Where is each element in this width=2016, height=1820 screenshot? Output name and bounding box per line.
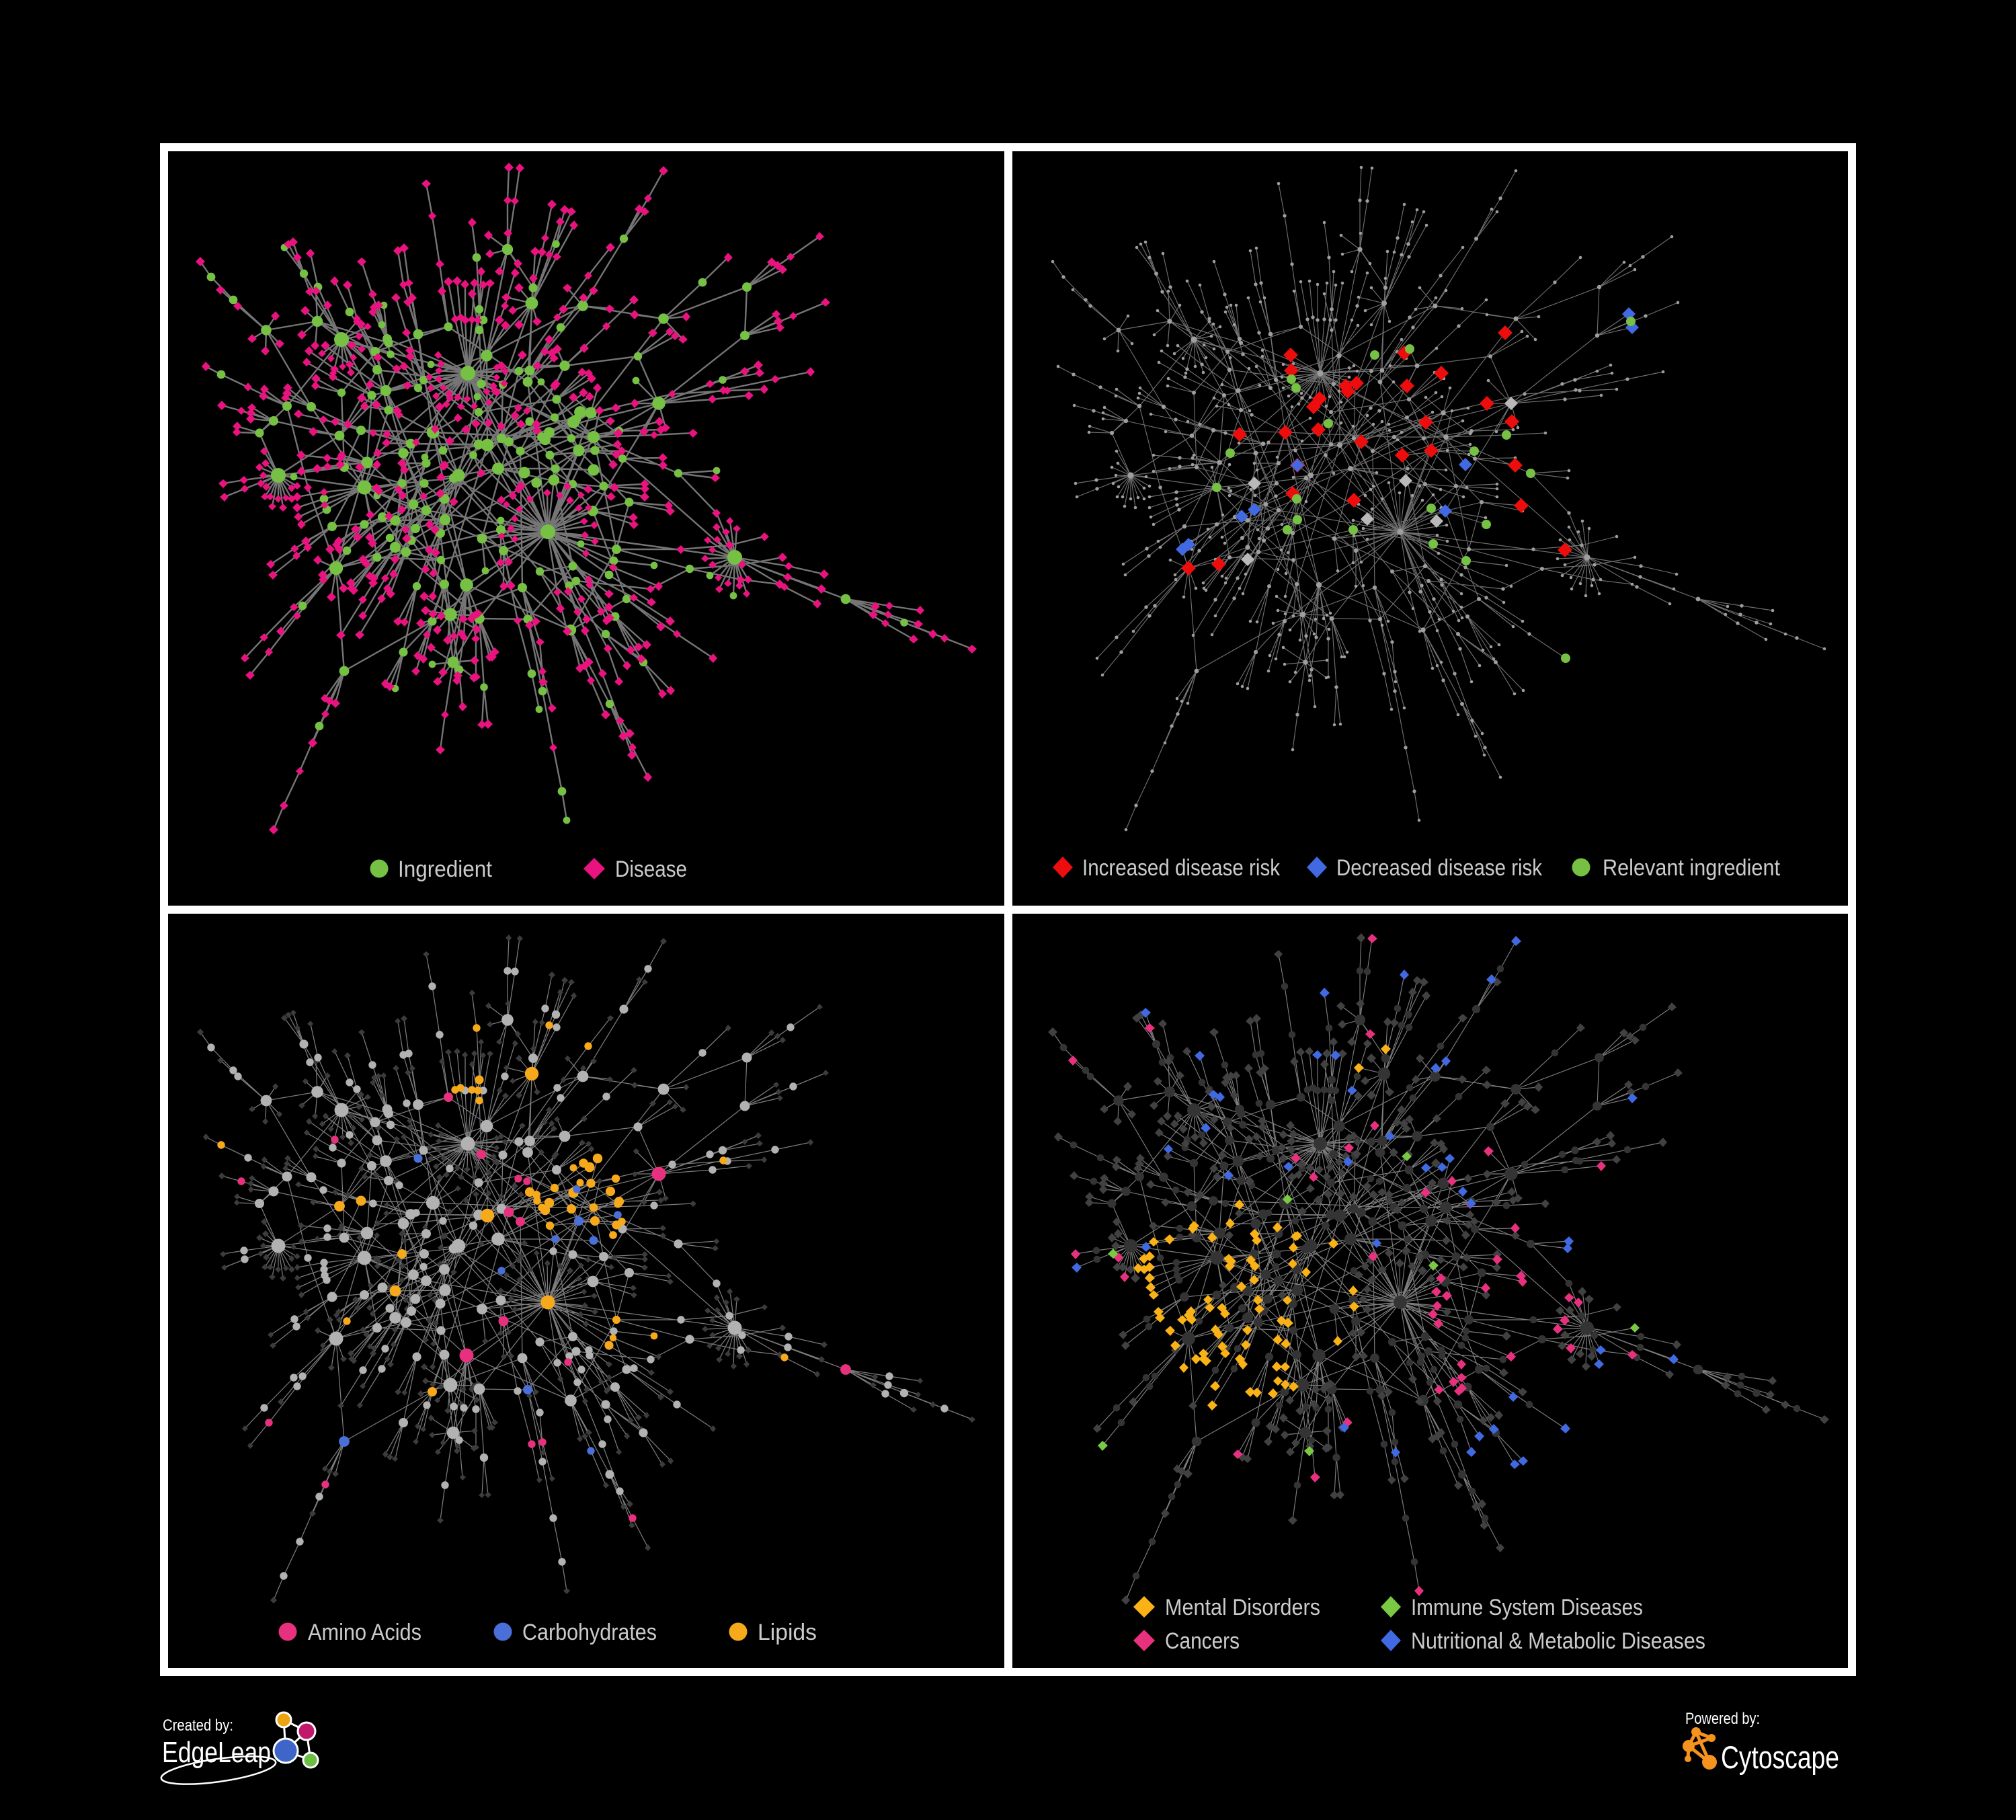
svg-text:Nutritional & Metabolic Diseas: Nutritional & Metabolic Diseases	[1411, 1628, 1705, 1654]
svg-text:Powered by:: Powered by:	[1685, 1710, 1760, 1728]
svg-text:Relevant ingredient: Relevant ingredient	[1603, 855, 1780, 881]
svg-text:Lipids: Lipids	[758, 1620, 817, 1645]
svg-text:Amino Acids: Amino Acids	[308, 1620, 421, 1645]
svg-text:Disease: Disease	[615, 857, 687, 882]
svg-text:Immune System Diseases: Immune System Diseases	[1411, 1595, 1643, 1620]
svg-text:Carbohydrates: Carbohydrates	[522, 1620, 657, 1645]
svg-text:Cytoscape: Cytoscape	[1721, 1739, 1839, 1775]
svg-text:Cancers: Cancers	[1165, 1628, 1240, 1654]
svg-text:Increased disease risk: Increased disease risk	[1082, 855, 1281, 881]
svg-text:Decreased disease risk: Decreased disease risk	[1336, 855, 1543, 881]
svg-text:Ingredient: Ingredient	[398, 857, 493, 882]
svg-text:EdgeLeap: EdgeLeap	[162, 1736, 271, 1769]
svg-text:Mental Disorders: Mental Disorders	[1165, 1595, 1320, 1620]
svg-text:Created by:: Created by:	[163, 1716, 233, 1735]
